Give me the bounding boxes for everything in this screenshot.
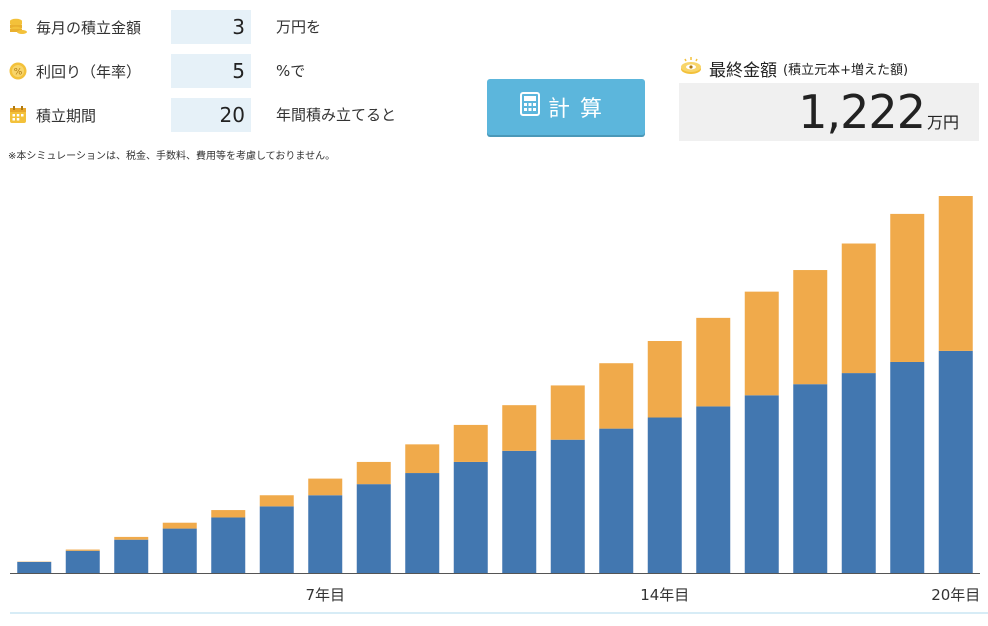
bar-principal-20 bbox=[938, 350, 973, 573]
bar-principal-18 bbox=[841, 373, 876, 573]
coins-stack-icon bbox=[8, 17, 28, 37]
monthly-row: 毎月の積立金額 bbox=[8, 10, 141, 44]
bar-growth-20 bbox=[938, 196, 973, 351]
bar-principal-4 bbox=[162, 528, 197, 573]
result-subtitle: (積立元本+増えた額) bbox=[783, 63, 909, 78]
period-unit: 年間積み立てると bbox=[276, 106, 397, 124]
bar-principal-15 bbox=[696, 406, 731, 573]
bar-growth-11 bbox=[502, 405, 537, 451]
period-label: 積立期間 bbox=[36, 106, 97, 125]
coin-eye-icon bbox=[679, 56, 703, 81]
monthly-unit: 万円を bbox=[276, 18, 322, 36]
bar-growth-13 bbox=[599, 363, 634, 429]
bar-growth-12 bbox=[550, 385, 585, 440]
bar-growth-3 bbox=[114, 536, 149, 540]
monthly-amount-input[interactable] bbox=[171, 10, 251, 44]
bar-principal-8 bbox=[356, 484, 391, 573]
bar-principal-2 bbox=[65, 550, 100, 573]
percent-coin-icon: % bbox=[8, 61, 28, 81]
calculator-icon bbox=[519, 92, 540, 122]
rate-unit: %で bbox=[276, 62, 306, 80]
bar-principal-12 bbox=[550, 439, 585, 573]
bar-growth-2 bbox=[65, 549, 100, 551]
bar-principal-6 bbox=[259, 506, 294, 573]
bar-growth-18 bbox=[841, 243, 876, 374]
bar-growth-16 bbox=[744, 291, 779, 396]
bar-principal-19 bbox=[890, 361, 925, 573]
result-unit: 万円 bbox=[926, 113, 959, 132]
rate-label: 利回り（年率） bbox=[36, 62, 142, 81]
disclaimer-note: ※本シミュレーションは、税金、手数料、費用等を考慮しておりません。 bbox=[8, 151, 336, 162]
result-title: 最終金額 (積立元本+増えた額) bbox=[679, 56, 908, 81]
bar-principal-16 bbox=[744, 395, 779, 573]
result-title-text: 最終金額 bbox=[709, 61, 777, 81]
calculate-button[interactable]: 計算 bbox=[487, 79, 645, 135]
bar-growth-5 bbox=[211, 510, 246, 518]
calculate-button-label: 計算 bbox=[547, 97, 612, 122]
period-input[interactable] bbox=[171, 98, 251, 132]
bar-principal-3 bbox=[114, 539, 149, 573]
bar-principal-13 bbox=[599, 428, 634, 573]
calendar-icon bbox=[8, 105, 28, 125]
rate-input[interactable] bbox=[171, 54, 251, 88]
bar-growth-15 bbox=[696, 317, 731, 407]
bottom-divider bbox=[10, 612, 988, 614]
bar-growth-17 bbox=[793, 270, 828, 385]
bar-growth-19 bbox=[890, 213, 925, 362]
bar-growth-6 bbox=[259, 495, 294, 507]
svg-text:%: % bbox=[14, 68, 23, 78]
bar-growth-14 bbox=[647, 341, 682, 418]
result-value: 1,222 bbox=[798, 85, 926, 139]
growth-chart: 7年目 14年目 20年目 bbox=[10, 196, 980, 604]
x-tick-label: 14年目 bbox=[640, 586, 689, 604]
monthly-label: 毎月の積立金額 bbox=[36, 18, 142, 37]
period-row: 積立期間 bbox=[8, 98, 96, 132]
bar-growth-9 bbox=[405, 444, 440, 474]
bar-growth-10 bbox=[453, 424, 488, 462]
x-tick-label: 20年目 bbox=[931, 586, 980, 604]
rate-row: % 利回り（年率） bbox=[8, 54, 141, 88]
x-tick-label: 7年目 bbox=[305, 586, 345, 604]
bar-principal-10 bbox=[453, 461, 488, 573]
bar-growth-4 bbox=[162, 522, 197, 529]
bar-principal-9 bbox=[405, 473, 440, 573]
bar-growth-8 bbox=[356, 461, 391, 485]
bar-principal-7 bbox=[308, 495, 343, 573]
bar-principal-5 bbox=[211, 517, 246, 573]
bar-principal-1 bbox=[17, 561, 52, 573]
bar-principal-17 bbox=[793, 384, 828, 573]
bar-principal-11 bbox=[502, 450, 537, 573]
bar-growth-7 bbox=[308, 478, 343, 496]
result-value-box: 1,222 万円 bbox=[679, 83, 979, 141]
bar-principal-14 bbox=[647, 417, 682, 573]
